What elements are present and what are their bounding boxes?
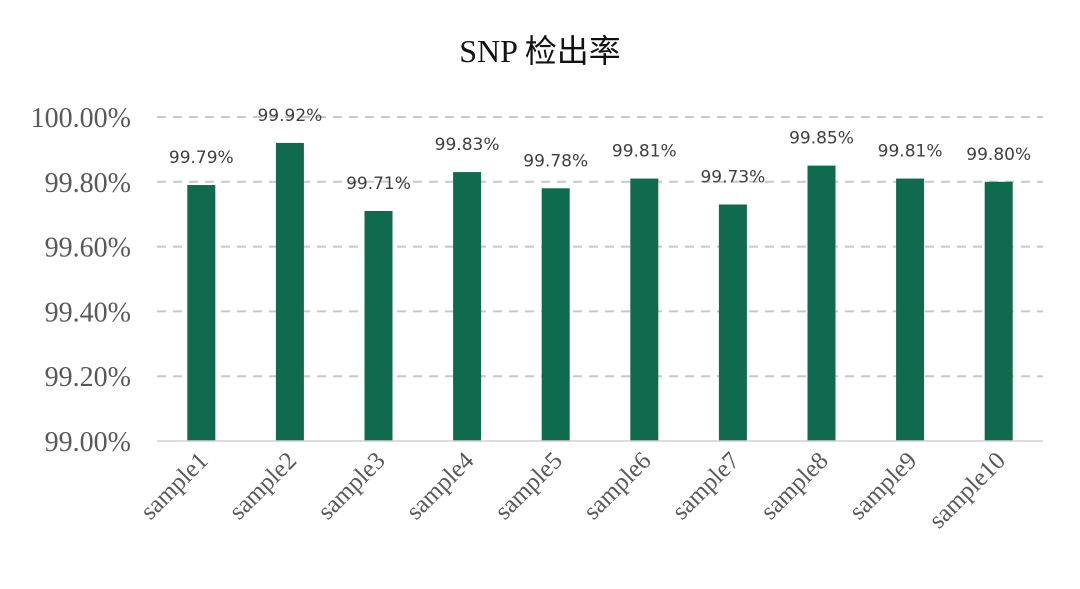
x-tick-label-sample6: sample6 — [579, 447, 657, 525]
x-axis: sample1 sample2 sample3 sample4 sample5 sampl… — [136, 440, 1043, 534]
y-tick-label: 99.60% — [45, 233, 131, 264]
data-label-sample2: 99.92% — [257, 106, 322, 126]
data-label-sample1: 99.79% — [169, 148, 234, 168]
x-tick-label-sample10: sample10 — [924, 447, 1011, 534]
bars — [187, 142, 1013, 442]
x-tick-label-sample4: sample4 — [401, 447, 479, 525]
data-label-sample10: 99.80% — [966, 145, 1031, 165]
data-label-sample9: 99.81% — [878, 142, 943, 162]
bar-sample8 — [807, 165, 836, 441]
x-tick-label-sample9: sample9 — [844, 447, 922, 525]
y-tick-label: 99.80% — [45, 168, 131, 199]
data-label-sample4: 99.83% — [435, 135, 500, 155]
bar-sample2 — [275, 142, 304, 442]
data-label-sample7: 99.73% — [700, 167, 765, 187]
data-label-sample8: 99.85% — [789, 129, 854, 149]
data-labels: 99.79% 99.92% 99.71% 99.83% 99.78% 99.81% 99.7… — [169, 106, 1031, 194]
bar-sample6 — [630, 178, 659, 441]
x-tick-label-sample2: sample2 — [224, 447, 302, 525]
gridlines — [157, 116, 1043, 378]
y-tick-label: 99.00% — [45, 427, 131, 458]
bar-sample5 — [541, 188, 570, 441]
x-tick-label-sample7: sample7 — [667, 447, 745, 525]
bar-sample9 — [896, 178, 925, 441]
bar-sample1 — [187, 185, 216, 441]
data-label-sample6: 99.81% — [612, 142, 677, 162]
y-tick-label: 99.20% — [45, 362, 131, 393]
y-axis: 99.00% 99.20% 99.40% 99.60% 99.80% 100.00% — [31, 103, 131, 458]
data-label-sample5: 99.78% — [523, 151, 588, 171]
x-tick-label-sample5: sample5 — [490, 447, 568, 525]
bar-sample3 — [364, 210, 393, 441]
bar-sample4 — [453, 172, 482, 441]
x-tick-label-sample8: sample8 — [756, 447, 834, 525]
data-label-sample3: 99.71% — [346, 174, 411, 194]
chart-title: SNP 检出率 — [459, 33, 621, 69]
bar-sample10 — [984, 181, 1013, 442]
bar-sample7 — [718, 204, 747, 441]
y-tick-label: 99.40% — [45, 297, 131, 328]
x-tick-label-sample1: sample1 — [136, 447, 214, 525]
x-tick-label-sample3: sample3 — [313, 447, 391, 525]
y-tick-label: 100.00% — [31, 103, 131, 134]
